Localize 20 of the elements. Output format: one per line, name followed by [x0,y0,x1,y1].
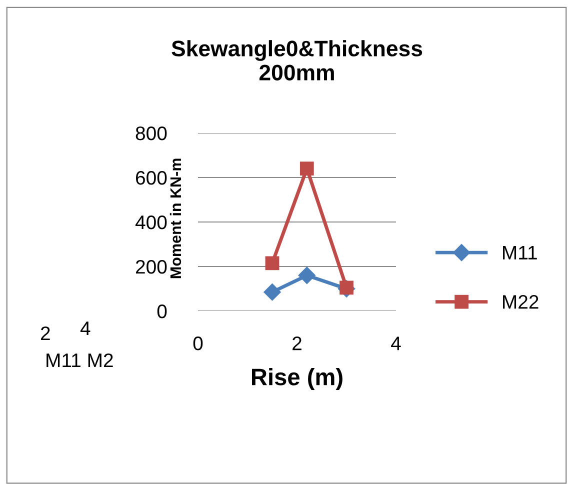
point [298,266,316,284]
y-tick-label: 0 [157,304,167,318]
chart-title: Skewangle0&Thickness 200mm [172,40,422,80]
text: 4 [80,322,90,336]
text: 2 [40,326,50,340]
y-tick-label: 200 [136,260,167,274]
y-tick-label: 400 [135,215,167,230]
point [264,284,281,301]
x-tick-label: 0 [193,336,203,350]
y-tick-label: 600 [136,170,167,185]
legend-label: M11 [503,246,537,260]
y-axis-title: Moment in KN-m [170,158,182,278]
text: M11 M2 [46,353,113,368]
point [300,162,314,176]
y-tick-label: 800 [136,126,167,140]
x-tick-label: 2 [292,336,302,350]
legend-label: M22 [503,295,538,309]
point [265,256,280,270]
x-tick-label: 4 [391,336,401,350]
x-axis-title: Rise (m) [252,368,342,390]
